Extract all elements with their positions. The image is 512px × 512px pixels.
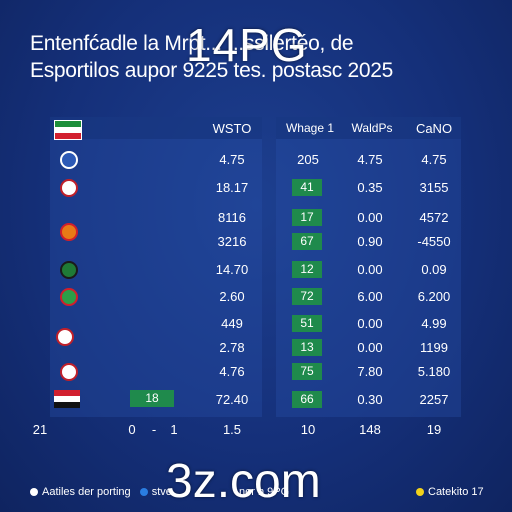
watermark-top: 14PG	[186, 19, 308, 71]
header-col1: WSTO	[212, 121, 252, 136]
header-col2: Whage 1	[285, 121, 335, 135]
row-value-col4: 4.75	[421, 152, 447, 167]
team-emblem-icon	[60, 223, 78, 241]
watermark-bottom: 3z.com	[166, 455, 321, 508]
row-value-col2-badge: 72	[292, 288, 322, 305]
row-value-col3: 0.00	[357, 340, 383, 355]
header-col4: CaNO	[415, 121, 453, 136]
team-flag-icon	[54, 390, 80, 408]
row-value-col4: 1199	[420, 340, 448, 355]
team-emblem-icon	[60, 179, 78, 197]
row-value-col4: -4550	[417, 234, 451, 249]
row-value-col1: 2.78	[219, 340, 245, 355]
legend-right-label: Catekito 17	[428, 486, 484, 498]
row-value-col2-badge: 12	[292, 261, 322, 278]
footer-legend-left: Aatiles der porting stve ner n 9PG	[30, 486, 289, 498]
total-a: 21	[32, 422, 48, 437]
footer-legend-right: Catekito 17	[416, 486, 484, 498]
row-value-col1: 449	[221, 316, 243, 331]
row-value-col2-badge: 51	[292, 315, 322, 332]
row-value-col3: 4.75	[357, 152, 383, 167]
total-g: 148	[359, 422, 381, 437]
total-c: -	[151, 422, 157, 437]
row-value-col4: 4572	[419, 210, 449, 225]
title-line-2: Esportilos aupor 9225 tes. postasc 2025	[30, 59, 394, 82]
row-value-col3: 0.35	[357, 180, 383, 195]
team-emblem-icon	[60, 363, 78, 381]
row-value-col3: 0.30	[357, 392, 383, 407]
row-value-col2: 205	[297, 152, 319, 167]
row-value-col1: 3216	[217, 234, 247, 249]
team-emblem-icon	[60, 288, 78, 306]
right-header-row	[276, 117, 461, 139]
header-col3: WaldPs	[351, 121, 393, 135]
page-title: Entenfćadle la Mrpt... ...ssilertéo, de …	[30, 30, 500, 84]
row-value-col1: 72.40	[215, 392, 249, 407]
row-value-col4: 3155	[419, 180, 449, 195]
row-value-col3: 0.90	[357, 234, 383, 249]
row-value-col1: 18.17	[215, 180, 249, 195]
total-d: 1	[170, 422, 178, 437]
row-value-col4: 4.99	[421, 316, 447, 331]
row-value-col2-badge: 75	[292, 363, 322, 380]
row-value-col4: 0.09	[421, 262, 447, 277]
legend-dot-icon	[139, 488, 148, 497]
row-value-col1: 8116	[218, 210, 246, 225]
row-value-col2-badge: 41	[292, 179, 322, 196]
row-value-col3: 6.00	[357, 289, 383, 304]
header-flag-icon	[54, 120, 82, 140]
legend-dot-icon	[416, 488, 424, 497]
total-f: 10	[300, 422, 316, 437]
left-header-row	[50, 117, 262, 139]
row-value-col2-badge: 67	[292, 233, 322, 250]
legend-dot-icon	[30, 488, 38, 497]
row-value-col2-badge: 17	[292, 209, 322, 226]
row-value-col1: 2.60	[219, 289, 245, 304]
row-value-col4: 5.180	[417, 364, 451, 379]
legend-mid-label-2: ner n 9PG	[238, 486, 290, 498]
team-emblem-icon	[60, 151, 78, 169]
legend-mid-label: stve	[151, 486, 172, 498]
left-badge: 18	[130, 390, 174, 407]
row-value-col3: 7.80	[357, 364, 383, 379]
row-value-col4: 6.200	[417, 289, 451, 304]
team-emblem-icon	[60, 261, 78, 279]
left-panel	[50, 117, 262, 417]
total-h: 19	[426, 422, 442, 437]
row-value-col1: 4.75	[219, 152, 245, 167]
total-b: 0	[128, 422, 136, 437]
row-value-col2-badge: 66	[292, 391, 322, 408]
row-value-col3: 0.00	[357, 210, 383, 225]
total-e: 1.5	[222, 422, 242, 437]
row-value-col3: 0.00	[357, 262, 383, 277]
row-value-col4: 2257	[419, 392, 449, 407]
title-line-1: Entenfćadle la Mrpt... ...ssilertéo, de	[30, 32, 354, 55]
team-emblem-icon	[56, 328, 74, 346]
row-value-col3: 0.00	[357, 316, 383, 331]
legend-left-label: Aatiles der porting	[42, 486, 131, 498]
row-value-col1: 14.70	[215, 262, 249, 277]
row-value-col1: 4.76	[219, 364, 245, 379]
row-value-col2-badge: 13	[292, 339, 322, 356]
